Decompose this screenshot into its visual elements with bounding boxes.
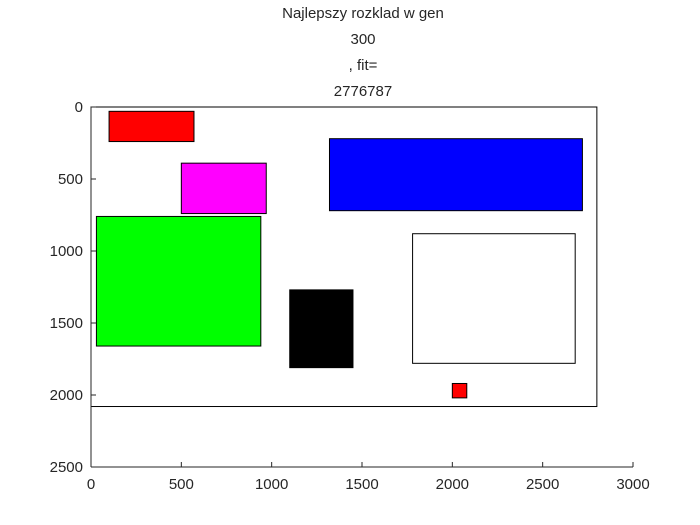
y-tick-label: 1000 [50, 243, 83, 260]
y-tick-label: 2000 [50, 387, 83, 404]
x-tick-label: 3000 [616, 476, 649, 493]
rect-white [412, 233, 576, 364]
x-tick-label: 2000 [436, 476, 469, 493]
chart-title-line-4: 2776787 [333, 83, 393, 100]
rectangles-layer [90, 106, 598, 408]
ticks-layer: 0 500 1000 1500 2000 2500 3000 0 500 1000 1500 2000… [50, 99, 650, 493]
y-tick-label: 0 [75, 99, 83, 116]
rect-blue [328, 138, 583, 212]
rect-small-red [451, 382, 468, 399]
rect-black [289, 289, 354, 369]
y-tick-label: 500 [58, 171, 83, 188]
chart-title-line-1: Najlepszy rozklad w gen [282, 5, 444, 22]
rect-magenta [180, 162, 267, 215]
chart-title-line-3: , fit= [348, 57, 378, 74]
x-tick-label: 0 [87, 476, 95, 493]
y-tick-label: 2500 [50, 459, 83, 476]
x-tick-label: 1000 [255, 476, 288, 493]
y-tick-label: 1500 [50, 315, 83, 332]
rect-red [108, 110, 195, 143]
x-tick-label: 1500 [345, 476, 378, 493]
x-tick-label: 500 [169, 476, 194, 493]
rect-green [95, 215, 262, 347]
x-tick-label: 2500 [526, 476, 559, 493]
chart-title-line-2: 300 [350, 31, 376, 48]
